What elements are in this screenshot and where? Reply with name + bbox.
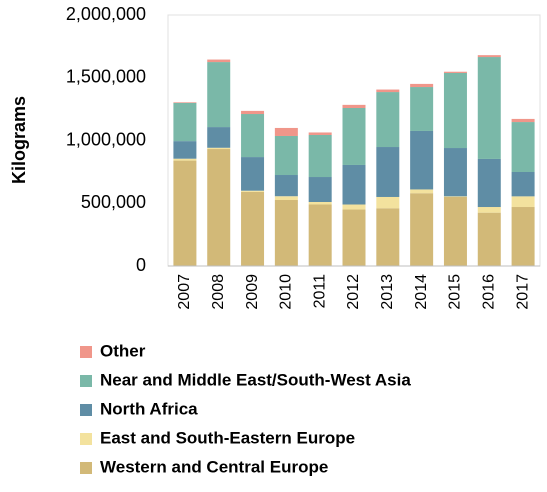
bar-segment (511, 118, 535, 123)
legend-swatch (80, 433, 92, 445)
legend-swatch (80, 346, 92, 358)
bar-segment (173, 141, 197, 159)
bar-segment (241, 191, 265, 266)
bar-segment (241, 110, 265, 115)
x-tick-label: 2010 (278, 274, 295, 310)
bar-segment (376, 89, 400, 93)
x-tick-label: 2011 (311, 274, 328, 309)
legend-swatch (80, 462, 92, 474)
y-tick-label: 500,000 (81, 192, 146, 212)
y-tick-label: 1,000,000 (66, 129, 146, 149)
bar-segment (241, 157, 265, 191)
bar-segment (443, 148, 467, 197)
bar-segment (410, 189, 434, 194)
bar-segment (477, 158, 501, 208)
x-tick-label: 2014 (413, 274, 430, 310)
bar-segment (173, 160, 197, 266)
y-axis-label: Kilograms (9, 96, 29, 184)
bar-segment (308, 177, 332, 202)
bar-segment (207, 59, 231, 63)
bar-segment (173, 102, 197, 103)
legend-swatch (80, 404, 92, 416)
x-tick-label: 2017 (514, 274, 531, 310)
bar-segment (342, 104, 366, 108)
bar-segment (342, 164, 366, 205)
bar-segment (207, 62, 231, 128)
x-tick-label: 2008 (210, 274, 227, 310)
y-tick-label: 2,000,000 (66, 4, 146, 24)
legend-swatch (80, 375, 92, 387)
bar-segment (477, 212, 501, 266)
bar-segment (241, 114, 265, 158)
legend-label: North Africa (100, 399, 198, 418)
legend-label: East and South-Eastern Europe (100, 428, 355, 447)
bar-segment (173, 102, 197, 142)
x-tick-label: 2007 (176, 274, 193, 310)
x-tick-label: 2013 (379, 274, 396, 310)
bar-segment (274, 199, 298, 266)
bar-segment (308, 201, 332, 205)
bar-segment (274, 175, 298, 197)
bar-segment (443, 196, 467, 266)
bar-segment (443, 196, 467, 197)
bar-segment (308, 204, 332, 266)
bar-segment (308, 134, 332, 178)
bar-segment (207, 149, 231, 266)
bar-segment (376, 196, 400, 209)
bar-segment (241, 190, 265, 192)
bar-segment (443, 72, 467, 149)
bar-segment (477, 207, 501, 213)
y-tick-label: 0 (136, 255, 146, 275)
bar-segment (342, 209, 366, 266)
bar-segment (274, 135, 298, 176)
bar-segment (511, 172, 535, 197)
bar-segment (342, 204, 366, 210)
bar-segment (376, 92, 400, 148)
x-tick-label: 2016 (480, 274, 497, 310)
bar-segment (376, 208, 400, 266)
bar-segment (274, 127, 298, 136)
bar-segment (511, 196, 535, 208)
bar-segment (410, 83, 434, 88)
bar-segment (410, 87, 434, 131)
bar-segment (477, 57, 501, 159)
bar-segment (511, 207, 535, 266)
bar-segment (308, 132, 332, 135)
x-tick-label: 2012 (345, 274, 362, 310)
bar-segment (443, 71, 467, 73)
bar-segment (376, 147, 400, 197)
x-tick-label: 2015 (447, 274, 464, 310)
legend-label: Western and Central Europe (100, 457, 328, 476)
bar-segment (173, 158, 197, 161)
bar-segment (410, 193, 434, 266)
bar-segment (410, 130, 434, 190)
bar-segment (342, 107, 366, 165)
bar-segment (207, 147, 231, 150)
x-tick-label: 2009 (244, 274, 261, 310)
y-tick-label: 1,500,000 (66, 67, 146, 87)
legend-label: Other (100, 341, 146, 360)
bar-segment (511, 122, 535, 173)
bar-segment (207, 127, 231, 148)
legend-label: Near and Middle East/South-West Asia (100, 370, 411, 389)
bar-segment (274, 196, 298, 200)
bar-segment (477, 55, 501, 58)
